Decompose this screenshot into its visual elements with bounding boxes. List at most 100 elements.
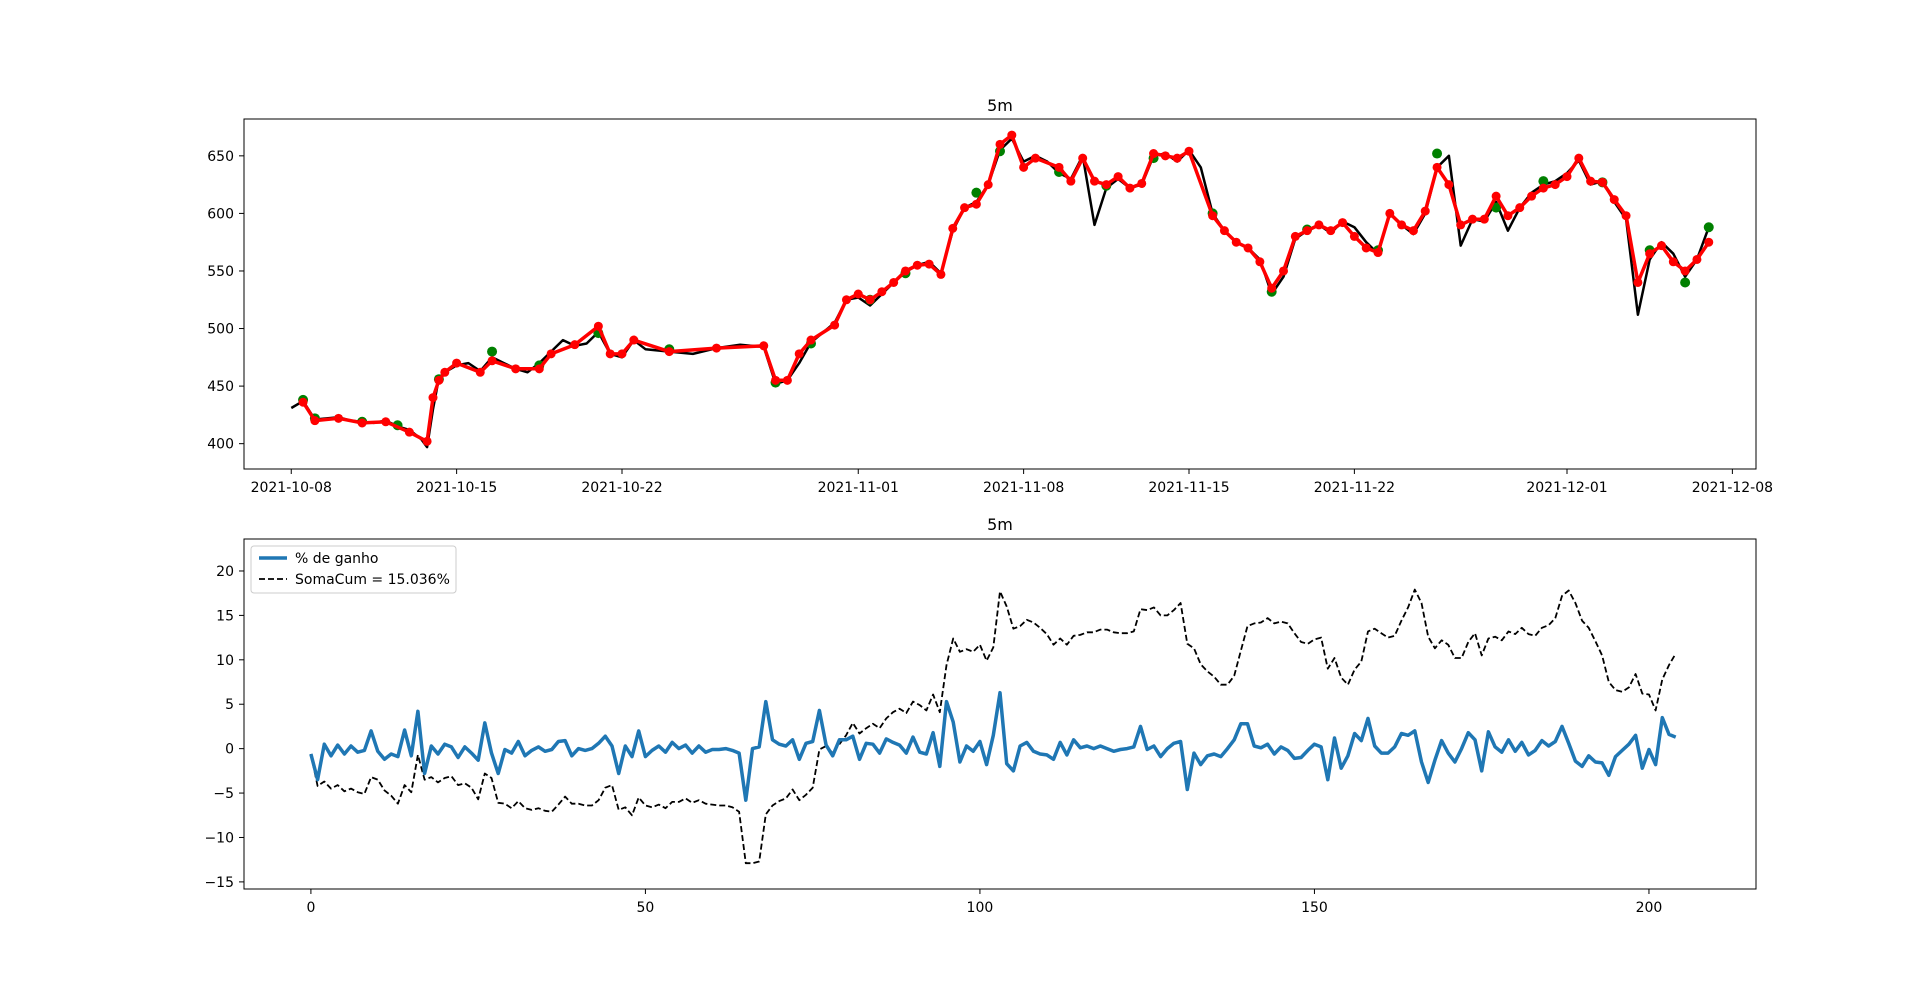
x-tick-label: 100 xyxy=(967,900,994,916)
sell-marker xyxy=(1302,226,1312,236)
sell-marker xyxy=(1326,226,1336,236)
price-chart-frame xyxy=(243,118,1757,470)
sell-marker xyxy=(629,335,639,345)
sell-marker xyxy=(475,367,485,377)
sell-marker xyxy=(1373,248,1383,258)
sell-marker xyxy=(960,203,970,213)
sell-marker xyxy=(924,259,934,269)
x-tick-label: 2021-11-01 xyxy=(818,480,899,496)
sell-marker xyxy=(1054,162,1064,172)
sell-marker xyxy=(1338,218,1348,228)
sell-marker xyxy=(912,260,922,270)
sell-marker xyxy=(298,397,308,407)
sell-marker xyxy=(901,266,910,276)
y-tick-label: 15 xyxy=(216,608,234,624)
buy-marker xyxy=(1491,202,1502,213)
x-tick-label: 150 xyxy=(1301,900,1328,916)
x-tick-label: 200 xyxy=(1636,900,1663,916)
legend-label-somacum: SomaCum = 15.036% xyxy=(295,572,450,588)
sell-marker xyxy=(1125,183,1135,193)
sell-marker xyxy=(434,375,444,385)
sell-marker xyxy=(570,340,580,350)
x-tick-label: 2021-11-15 xyxy=(1148,480,1229,496)
buy-marker xyxy=(1538,176,1549,187)
sell-marker xyxy=(1692,254,1702,264)
sell-marker xyxy=(1184,146,1194,156)
sell-marker xyxy=(1030,153,1040,163)
gain-chart-frame xyxy=(243,538,1757,890)
y-tick-label: 400 xyxy=(207,437,234,453)
sell-marker xyxy=(983,180,993,190)
sell-marker xyxy=(1574,153,1584,163)
sell-marker xyxy=(1680,266,1690,276)
sell-marker xyxy=(440,367,450,377)
sell-marker xyxy=(841,295,851,305)
sell-marker xyxy=(853,289,863,299)
y-tick-label: 5 xyxy=(225,697,234,713)
sell-marker xyxy=(1503,211,1513,221)
gain-chart-title: 5m xyxy=(987,515,1013,534)
somacum-line xyxy=(310,588,1677,865)
sell-marker xyxy=(1479,214,1489,224)
price-chart: 5m 2021-10-08 2021-10-15 2021-10-22 2021-11… xyxy=(207,96,1773,496)
sell-marker xyxy=(1385,208,1395,218)
sell-marker xyxy=(1468,214,1477,224)
sell-marker xyxy=(1149,149,1159,159)
sell-marker xyxy=(1645,249,1655,259)
sell-marker xyxy=(1361,243,1371,253)
sell-marker xyxy=(971,199,981,209)
x-tick-label: 2021-12-08 xyxy=(1692,480,1773,496)
y-tick-label: 450 xyxy=(207,379,234,395)
sell-marker xyxy=(1657,241,1666,251)
y-tick-label: 10 xyxy=(216,653,234,669)
sell-marker xyxy=(1113,172,1123,182)
sell-marker xyxy=(1633,277,1643,287)
sell-marker xyxy=(534,364,544,374)
gain-chart-plot xyxy=(309,588,1677,865)
sell-marker xyxy=(1231,237,1241,247)
price-chart-title: 5m xyxy=(987,96,1013,115)
legend-label-gain: % de ganho xyxy=(295,551,378,567)
sell-marker xyxy=(865,295,875,305)
sell-marker xyxy=(1420,206,1430,216)
sell-marker xyxy=(1007,130,1017,140)
sell-marker xyxy=(334,413,343,423)
x-tick-label: 2021-10-22 xyxy=(581,480,662,496)
sell-marker xyxy=(1243,243,1253,253)
y-tick-label: −15 xyxy=(204,875,234,891)
gain-chart-axes: 0 50 100 150 200 −15 −10 −5 0 5 10 15 20 xyxy=(204,564,1662,916)
sell-marker xyxy=(511,364,521,374)
sell-marker xyxy=(712,343,721,353)
sell-marker xyxy=(1160,151,1170,161)
x-tick-label: 2021-12-01 xyxy=(1526,480,1607,496)
buy-marker xyxy=(971,187,982,198)
y-tick-label: 500 xyxy=(207,322,234,338)
sell-marker xyxy=(936,269,946,279)
sell-marker xyxy=(1562,172,1572,182)
sell-marker xyxy=(1101,180,1111,190)
buy-marker xyxy=(1432,148,1443,159)
sell-marker xyxy=(1668,257,1678,267)
x-tick-label: 2021-10-15 xyxy=(416,480,497,496)
buy-marker xyxy=(487,346,498,357)
x-tick-label: 50 xyxy=(637,900,655,916)
sell-marker xyxy=(759,341,769,351)
sell-marker xyxy=(1397,220,1407,230)
sell-marker xyxy=(1597,177,1607,187)
sell-marker xyxy=(1444,180,1454,190)
sell-marker xyxy=(1621,211,1631,221)
sell-marker xyxy=(806,335,816,345)
sell-marker xyxy=(830,320,840,330)
gain-chart-legend: % de ganho SomaCum = 15.036% xyxy=(250,545,457,594)
sell-marker xyxy=(1255,257,1265,267)
y-tick-label: −5 xyxy=(213,786,234,802)
y-tick-label: 650 xyxy=(207,149,234,165)
sell-marker xyxy=(948,223,958,233)
sell-marker xyxy=(1408,226,1418,236)
sell-marker xyxy=(1609,195,1619,205)
sell-marker xyxy=(487,356,497,366)
sell-line xyxy=(301,133,1711,444)
price-chart-plot xyxy=(290,130,1714,449)
y-tick-label: 0 xyxy=(225,742,234,758)
